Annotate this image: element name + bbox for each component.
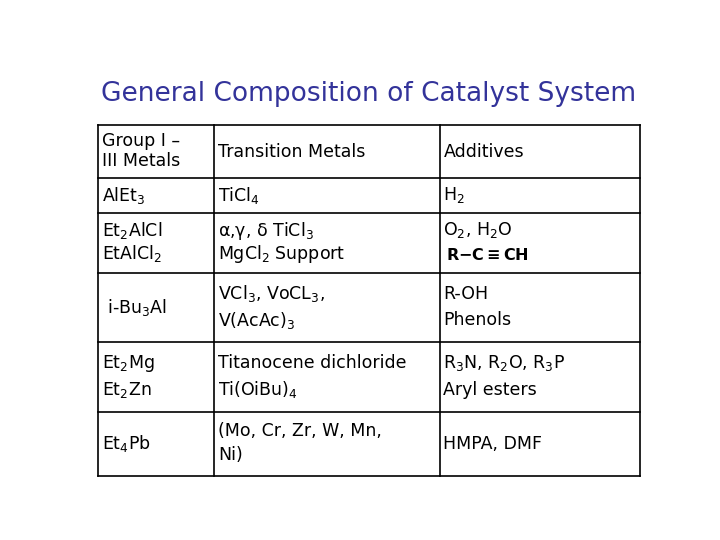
Text: V(AcAc)$_3$: V(AcAc)$_3$ [218,309,296,330]
Text: Titanocene dichloride: Titanocene dichloride [218,354,407,372]
Text: Et$_2$Mg: Et$_2$Mg [102,353,154,374]
Text: i-Bu$_3$Al: i-Bu$_3$Al [102,297,167,318]
Text: AlEt$_3$: AlEt$_3$ [102,185,145,206]
Text: EtAlCl$_2$: EtAlCl$_2$ [102,243,162,264]
Text: Et$_2$Zn: Et$_2$Zn [102,380,151,400]
Text: Additives: Additives [444,143,524,160]
Text: General Composition of Catalyst System: General Composition of Catalyst System [102,81,636,107]
Text: Ni): Ni) [218,446,243,464]
Text: Et$_4$Pb: Et$_4$Pb [102,433,150,454]
Text: III Metals: III Metals [102,152,180,170]
Text: Ti(OiBu)$_4$: Ti(OiBu)$_4$ [218,379,298,400]
Text: α,γ, δ TiCl$_3$: α,γ, δ TiCl$_3$ [218,220,314,242]
Text: Et$_2$AlCl: Et$_2$AlCl [102,220,162,241]
Text: Transition Metals: Transition Metals [218,143,366,160]
Text: O$_2$, H$_2$O: O$_2$, H$_2$O [444,220,513,240]
Text: $\mathbf{R{-}C{\equiv}CH}$: $\mathbf{R{-}C{\equiv}CH}$ [446,247,529,263]
Text: Phenols: Phenols [444,311,511,329]
Text: HMPA, DMF: HMPA, DMF [444,435,542,453]
Text: H$_2$: H$_2$ [444,185,465,205]
Text: MgCl$_2$ Support: MgCl$_2$ Support [218,242,346,265]
Text: Aryl esters: Aryl esters [444,381,537,399]
Text: R-OH: R-OH [444,285,489,303]
Text: TiCl$_4$: TiCl$_4$ [218,185,260,206]
Text: R$_3$N, R$_2$O, R$_3$P: R$_3$N, R$_2$O, R$_3$P [444,353,565,373]
Text: (Mo, Cr, Zr, W, Mn,: (Mo, Cr, Zr, W, Mn, [218,422,382,440]
Text: Group I –: Group I – [102,132,180,150]
Text: VCl$_3$, VoCL$_3$,: VCl$_3$, VoCL$_3$, [218,284,325,304]
